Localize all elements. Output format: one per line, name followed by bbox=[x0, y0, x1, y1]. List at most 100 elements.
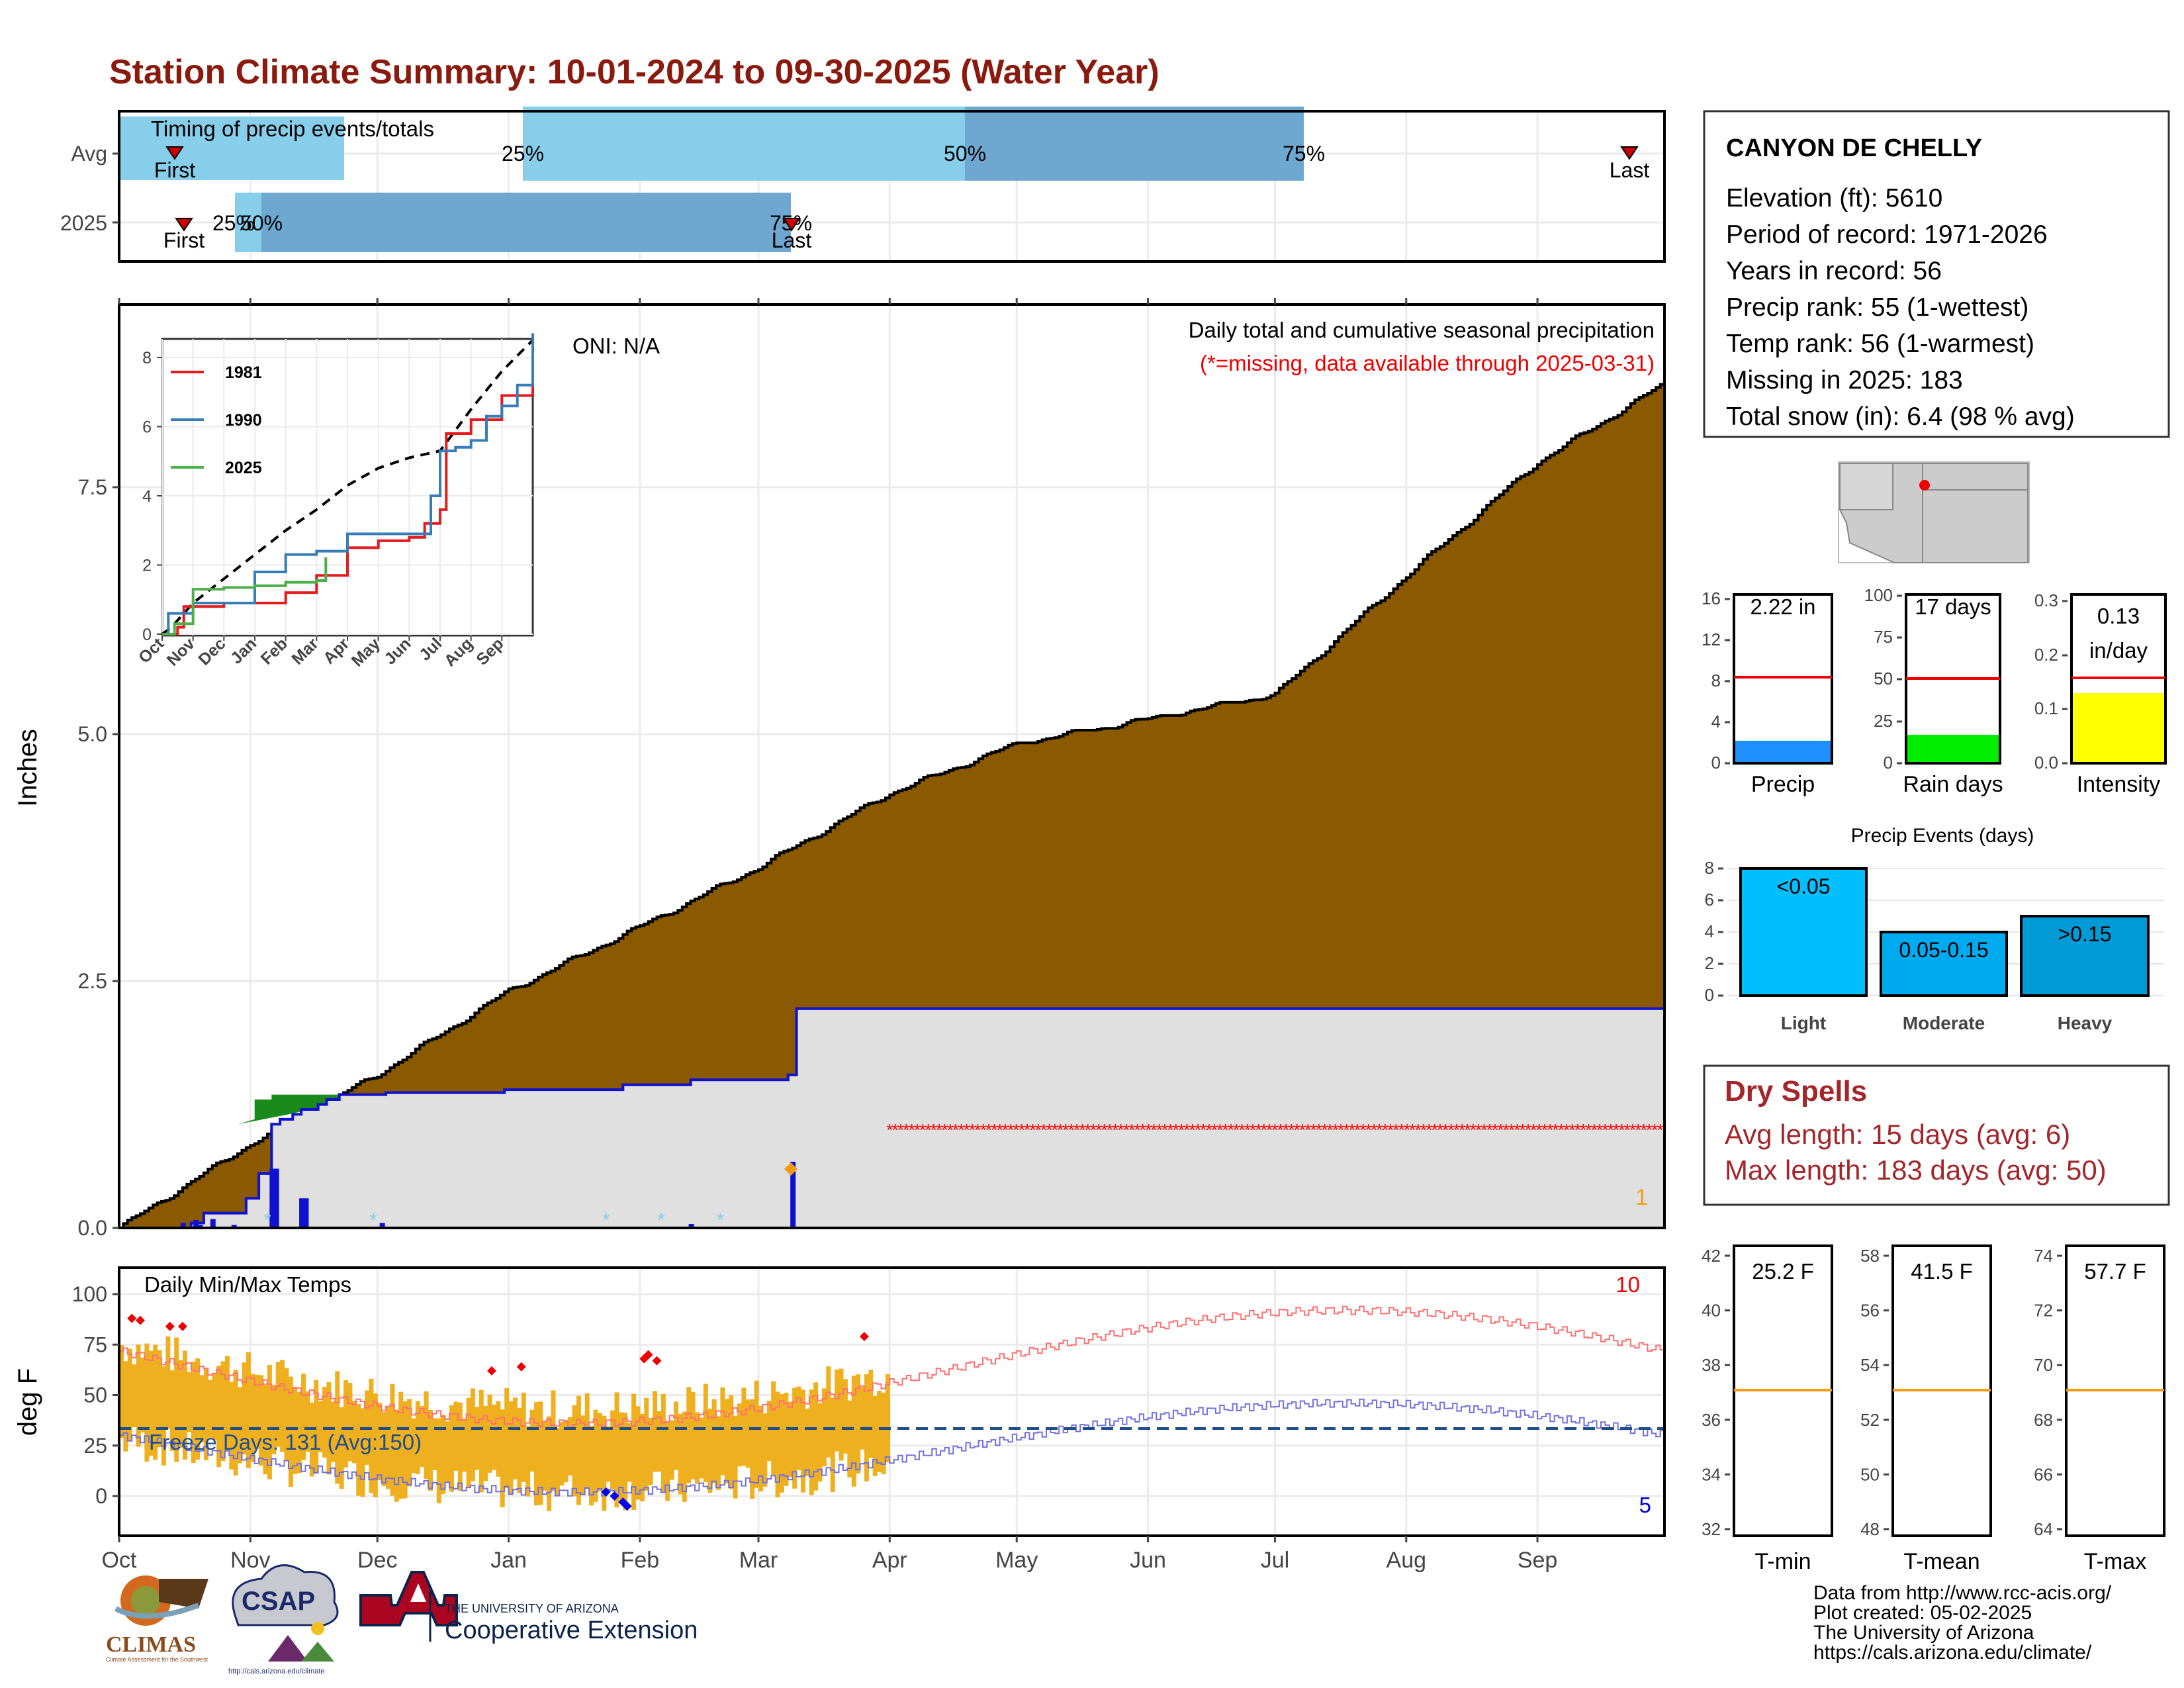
missing-star: * bbox=[1382, 1120, 1388, 1140]
station-name: CANYON DE CHELLY bbox=[1726, 134, 1982, 162]
missing-data-markers: ****************************************… bbox=[886, 1120, 1663, 1140]
missing-star: * bbox=[892, 1120, 899, 1140]
missing-star: * bbox=[1432, 1120, 1438, 1140]
station-precip-rank: Precip rank: 55 (1-wettest) bbox=[1726, 293, 2028, 322]
precip-mini-label: Precip bbox=[1751, 772, 1815, 797]
missing-star: * bbox=[1332, 1120, 1339, 1140]
temp-range-bar bbox=[775, 1391, 780, 1497]
missing-note: (*=missing, data available through 2025-… bbox=[1200, 351, 1655, 375]
missing-star: * bbox=[1475, 1120, 1482, 1140]
raindays-mini-panel: 100 75 50 25 0 17 days Rain days bbox=[1864, 585, 2003, 797]
record-high-marker-2 bbox=[165, 1321, 175, 1331]
missing-star: * bbox=[1255, 1120, 1261, 1140]
missing-star: * bbox=[1299, 1120, 1306, 1140]
events-ytick-2: 2 bbox=[1705, 953, 1714, 973]
avg-first-label: First bbox=[154, 158, 195, 182]
missing-star: * bbox=[1646, 1120, 1653, 1140]
missing-star: * bbox=[1470, 1120, 1477, 1140]
temp-range-bar bbox=[860, 1387, 865, 1450]
temp-range-bar bbox=[377, 1403, 383, 1481]
temp-range-bar bbox=[500, 1409, 505, 1508]
tmin-ytick-32: 32 bbox=[1702, 1519, 1721, 1539]
missing-star: * bbox=[1079, 1120, 1085, 1140]
timing-label: Timing of precip events/totals bbox=[151, 117, 434, 141]
temp-range-bar bbox=[373, 1393, 378, 1497]
missing-star: * bbox=[1624, 1120, 1631, 1140]
missing-star: * bbox=[1019, 1120, 1025, 1140]
climas-logo-text: CLIMAS bbox=[106, 1632, 196, 1657]
month-label-Jun: Jun bbox=[1130, 1548, 1166, 1573]
temp-range-bar bbox=[224, 1356, 230, 1452]
temp-range-bar bbox=[678, 1413, 683, 1495]
missing-star: * bbox=[1409, 1120, 1416, 1140]
missing-star: * bbox=[1216, 1120, 1223, 1140]
temp-frame bbox=[118, 1266, 1666, 1537]
temp-range-bar bbox=[724, 1399, 729, 1484]
missing-star: * bbox=[941, 1120, 948, 1140]
missing-star: * bbox=[1316, 1120, 1322, 1140]
inset-legend-1990: 1990 bbox=[225, 411, 262, 430]
temp-range-bar bbox=[322, 1386, 328, 1458]
temp-range-bar bbox=[242, 1362, 247, 1455]
month-label-Nov: Nov bbox=[230, 1548, 270, 1573]
missing-star: * bbox=[952, 1120, 959, 1140]
raindays-ytick-100: 100 bbox=[1864, 585, 1893, 605]
month-label-Jul: Jul bbox=[1261, 1548, 1289, 1573]
missing-star: * bbox=[1046, 1120, 1052, 1140]
temp-range-bar bbox=[394, 1409, 399, 1502]
record-high-marker-4 bbox=[486, 1366, 496, 1376]
temp-range-bar bbox=[360, 1408, 365, 1497]
intensity-value: 0.13 bbox=[2097, 604, 2140, 628]
temp-range-bar bbox=[161, 1366, 166, 1466]
missing-star: * bbox=[1547, 1120, 1553, 1140]
temp-range-bar bbox=[517, 1407, 522, 1493]
record-high-marker-3 bbox=[177, 1321, 187, 1331]
precip-ytick-0: 0.0 bbox=[78, 1216, 107, 1240]
temp-range-bar bbox=[305, 1391, 310, 1452]
temp-range-bar bbox=[195, 1358, 201, 1460]
temp-range-bar bbox=[576, 1395, 581, 1505]
inset-ytick-8: 8 bbox=[142, 349, 152, 367]
station-temp-rank: Temp rank: 56 (1-warmest) bbox=[1726, 330, 2034, 358]
tmean-ytick-58: 58 bbox=[1860, 1246, 1880, 1266]
temp-range-bar bbox=[737, 1403, 742, 1467]
missing-star: * bbox=[1508, 1120, 1515, 1140]
temp-range-bar bbox=[856, 1374, 861, 1474]
temp-range-bar bbox=[868, 1370, 874, 1458]
avg-bar-25-50 bbox=[523, 107, 965, 181]
intensity-mini-panel: 0.3 0.2 0.1 0.0 0.13 in/day Intensity bbox=[2034, 590, 2167, 797]
missing-star: * bbox=[1503, 1120, 1510, 1140]
ua-logo-text: Cooperative Extension bbox=[445, 1617, 698, 1644]
temp-range-bar bbox=[144, 1343, 150, 1462]
temp-range-bar bbox=[830, 1397, 835, 1493]
month-label-May: May bbox=[995, 1548, 1038, 1573]
missing-star: * bbox=[1641, 1120, 1647, 1140]
precip-ytick-1: 2.5 bbox=[78, 969, 107, 993]
temp-range-bar bbox=[813, 1382, 819, 1491]
climas-logo-subtitle: Climate Assessment for the Southwest bbox=[106, 1656, 208, 1663]
missing-star: * bbox=[1145, 1120, 1152, 1140]
temp-range-bar bbox=[542, 1421, 547, 1491]
tmean-ytick-54: 54 bbox=[1860, 1355, 1880, 1375]
record-max-count: 10 bbox=[1615, 1272, 1640, 1297]
missing-star: * bbox=[1464, 1120, 1471, 1140]
missing-star: * bbox=[1040, 1120, 1047, 1140]
month-label-Jan: Jan bbox=[490, 1548, 527, 1573]
missing-star: * bbox=[1128, 1120, 1135, 1140]
precip-ytick-0: 0 bbox=[1711, 753, 1721, 773]
temp-range-bar bbox=[657, 1411, 662, 1472]
temp-range-bar bbox=[800, 1389, 805, 1493]
missing-star: * bbox=[1486, 1120, 1493, 1140]
temp-range-bar bbox=[491, 1404, 496, 1470]
temp-range-bar bbox=[432, 1418, 437, 1470]
precip-frame bbox=[118, 303, 1666, 1229]
missing-star: * bbox=[1448, 1120, 1455, 1140]
missing-star: * bbox=[1183, 1120, 1190, 1140]
events-ytick-4: 4 bbox=[1705, 921, 1714, 941]
temp-range-bar bbox=[686, 1387, 692, 1483]
event-cat-light: Light bbox=[1781, 1013, 1826, 1033]
tmax-ytick-74: 74 bbox=[2034, 1246, 2053, 1266]
intensity-mini-label: Intensity bbox=[2077, 772, 2161, 797]
temp-range-bar bbox=[263, 1383, 268, 1475]
missing-star: * bbox=[1304, 1120, 1311, 1140]
